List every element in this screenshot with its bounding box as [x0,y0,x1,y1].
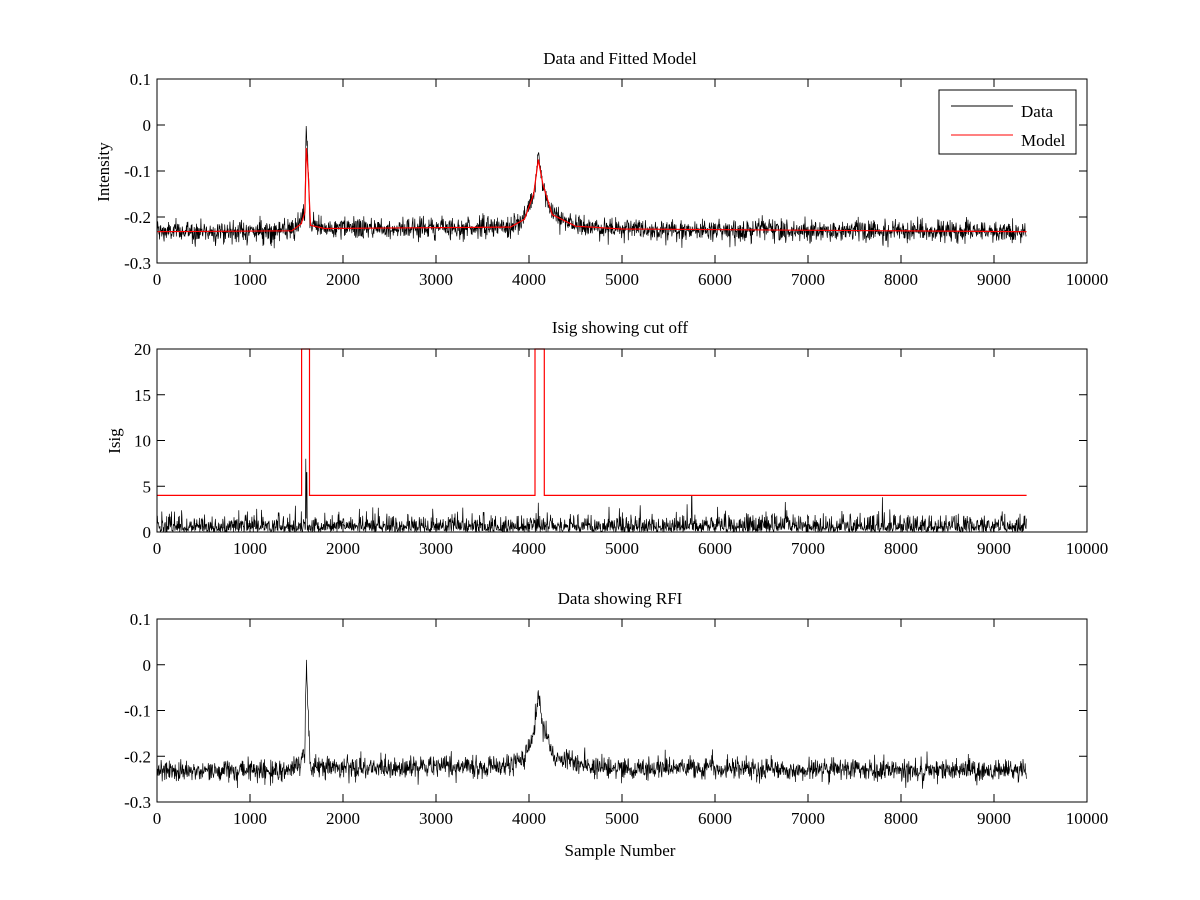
y-tick-label: -0.2 [124,747,151,766]
x-tick-label: 7000 [791,270,825,289]
x-tick-label: 1000 [233,809,267,828]
x-tick-label: 6000 [698,270,732,289]
x-tick-label: 0 [153,270,162,289]
series-layer [156,659,1027,789]
x-tick-label: 10000 [1066,539,1109,558]
x-tick-label: 3000 [419,270,453,289]
y-tick-label: -0.1 [124,702,151,721]
y-tick-label: 15 [134,386,151,405]
x-tick-label: 3000 [419,809,453,828]
y-tick-label: 0.1 [130,70,151,89]
x-tick-label: 4000 [512,809,546,828]
x-tick-label: 0 [153,539,162,558]
x-tick-label: 0 [153,809,162,828]
x-tick-label: 6000 [698,809,732,828]
x-tick-label: 8000 [884,270,918,289]
chart-title: Isig showing cut off [552,318,688,337]
x-tick-label: 1000 [233,539,267,558]
x-tick-label: 7000 [791,539,825,558]
series-isig [156,458,1027,534]
x-tick-label: 5000 [605,539,639,558]
x-axis-label: Sample Number [565,841,676,860]
series-layer [156,125,1027,249]
axes-layer: 0 1000 2000 3000 4000 5000 6000 7000 8000 9000 100… [134,340,1108,558]
series-layer [156,348,1027,534]
x-tick-label: 8000 [884,539,918,558]
chart-title: Data and Fitted Model [543,49,697,68]
x-tick-label: 9000 [977,270,1011,289]
y-tick-label: 5 [143,477,152,496]
y-tick-label: 20 [134,340,151,359]
x-tick-label: 10000 [1066,270,1109,289]
x-tick-label: 1000 [233,270,267,289]
x-tick-label: 4000 [512,270,546,289]
x-tick-label: 6000 [698,539,732,558]
x-tick-label: 10000 [1066,809,1109,828]
y-tick-label: 0 [143,523,152,542]
x-tick-label: 4000 [512,539,546,558]
y-tick-label: 0.1 [130,610,151,629]
x-tick-label: 2000 [326,809,360,828]
y-tick-label: -0.2 [124,208,151,227]
x-tick-label: 2000 [326,539,360,558]
y-tick-label: -0.3 [124,793,151,812]
panel-data-fitted-model: Data and Fitted Model Intensity 0 1000 200… [94,49,1108,289]
axes-layer: 0 1000 2000 3000 4000 5000 6000 7000 8000 9000 100… [124,70,1108,289]
series-cut-off [157,348,1027,496]
y-tick-label: 0 [143,656,152,675]
x-tick-label: 9000 [977,809,1011,828]
chart-title: Data showing RFI [558,589,683,608]
series-data [156,659,1027,789]
y-axis-label: Isig [105,428,124,454]
y-tick-label: 0 [143,116,152,135]
y-tick-label: -0.1 [124,162,151,181]
legend-label-model: Model [1021,131,1066,150]
x-tick-label: 7000 [791,809,825,828]
y-tick-label: 10 [134,432,151,451]
legend: Data Model [938,89,1077,155]
x-tick-label: 3000 [419,539,453,558]
y-tick-label: -0.3 [124,254,151,273]
legend-label-data: Data [1021,102,1054,121]
x-tick-label: 5000 [605,809,639,828]
legend-box [938,89,1077,155]
axes-layer: 0 1000 2000 3000 4000 5000 6000 7000 8000 9000 100… [124,610,1108,828]
x-tick-label: 2000 [326,270,360,289]
series-model [156,147,1027,233]
panel-isig-cut-off: Isig showing cut off Isig 0 1000 2000 3000 4… [105,318,1108,558]
y-axis-label: Intensity [94,142,113,202]
panel-data-rfi: Data showing RFI Sample Number 0 1000 2000… [124,589,1108,860]
x-tick-label: 9000 [977,539,1011,558]
x-tick-label: 8000 [884,809,918,828]
x-tick-label: 5000 [605,270,639,289]
